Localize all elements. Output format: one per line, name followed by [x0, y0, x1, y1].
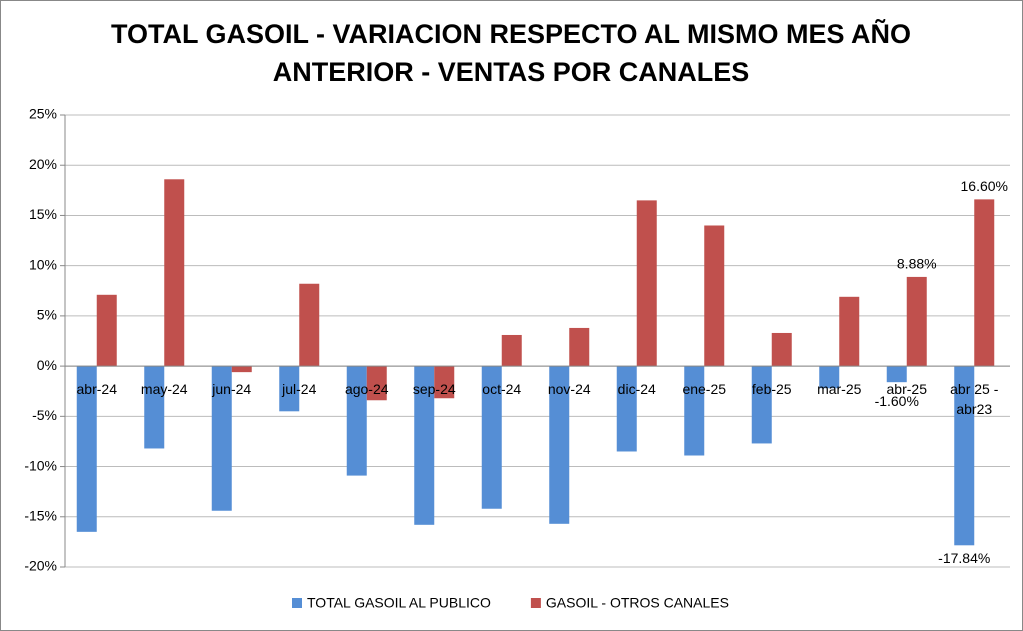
y-tick-label: -20%: [24, 558, 57, 574]
y-tick-label: -10%: [24, 457, 57, 473]
bar: [414, 366, 435, 525]
legend-label: GASOIL - OTROS CANALES: [546, 595, 729, 611]
bar: [366, 366, 387, 401]
bar: [819, 366, 840, 389]
y-tick-label: 15%: [29, 206, 57, 222]
x-tick-label: nov-24: [548, 381, 591, 397]
bar: [346, 366, 367, 476]
bar: [636, 200, 657, 367]
bar: [771, 332, 792, 367]
x-tick-label: abr 25 -abr23: [950, 381, 999, 417]
bar: [481, 366, 502, 509]
legend-swatch: [292, 598, 302, 608]
y-tick-label: 20%: [29, 156, 57, 172]
x-tick-label: jun-24: [211, 381, 251, 397]
x-tick-label: mar-25: [817, 381, 862, 397]
x-tick-label: sep-24: [413, 381, 456, 397]
x-tick-label: may-24: [141, 381, 188, 397]
x-tick-label: abr-25: [887, 381, 928, 397]
bar: [751, 366, 772, 444]
bar: [704, 225, 725, 367]
bar: [501, 334, 522, 367]
y-tick-label: -15%: [24, 507, 57, 523]
y-tick-label: 0%: [37, 357, 57, 373]
bar: [279, 366, 300, 412]
y-tick-label: 5%: [37, 307, 57, 323]
bar: [299, 283, 320, 367]
x-tick-label: dic-24: [618, 381, 656, 397]
bar: [164, 179, 185, 367]
value-label: -17.84%: [938, 550, 990, 566]
bar: [76, 366, 97, 532]
bar: [569, 327, 590, 367]
legend: TOTAL GASOIL AL PUBLICO GASOIL - OTROS CA…: [292, 595, 729, 611]
y-tick-label: -5%: [32, 407, 57, 423]
bar: [96, 294, 117, 367]
y-tick-label: 25%: [29, 106, 57, 122]
bar: [211, 366, 232, 511]
bar: [434, 366, 455, 399]
x-tick-label: abr-24: [77, 381, 118, 397]
value-label: 16.60%: [961, 178, 1008, 194]
bar: [954, 366, 975, 546]
x-tick-label: jul-24: [281, 381, 316, 397]
x-tick-label: ago-24: [345, 381, 389, 397]
bar: [144, 366, 165, 449]
bar: [231, 366, 252, 373]
x-tick-label: feb-25: [752, 381, 792, 397]
value-label: 8.88%: [897, 256, 937, 272]
x-tick-label: oct-24: [482, 381, 521, 397]
y-tick-label: 10%: [29, 256, 57, 272]
bar: [839, 296, 860, 367]
bar: [616, 366, 637, 452]
chart-title: TOTAL GASOIL - VARIACION RESPECTO AL MIS…: [111, 18, 911, 87]
bar: [906, 276, 927, 367]
value-label: -1.60%: [875, 393, 919, 409]
legend-swatch: [530, 598, 541, 608]
x-tick-label: ene-25: [682, 381, 726, 397]
bar: [886, 366, 907, 383]
bar: [684, 366, 705, 456]
legend-label: TOTAL GASOIL AL PUBLICO: [307, 595, 491, 611]
bar: [974, 199, 995, 367]
bar: [549, 366, 570, 524]
